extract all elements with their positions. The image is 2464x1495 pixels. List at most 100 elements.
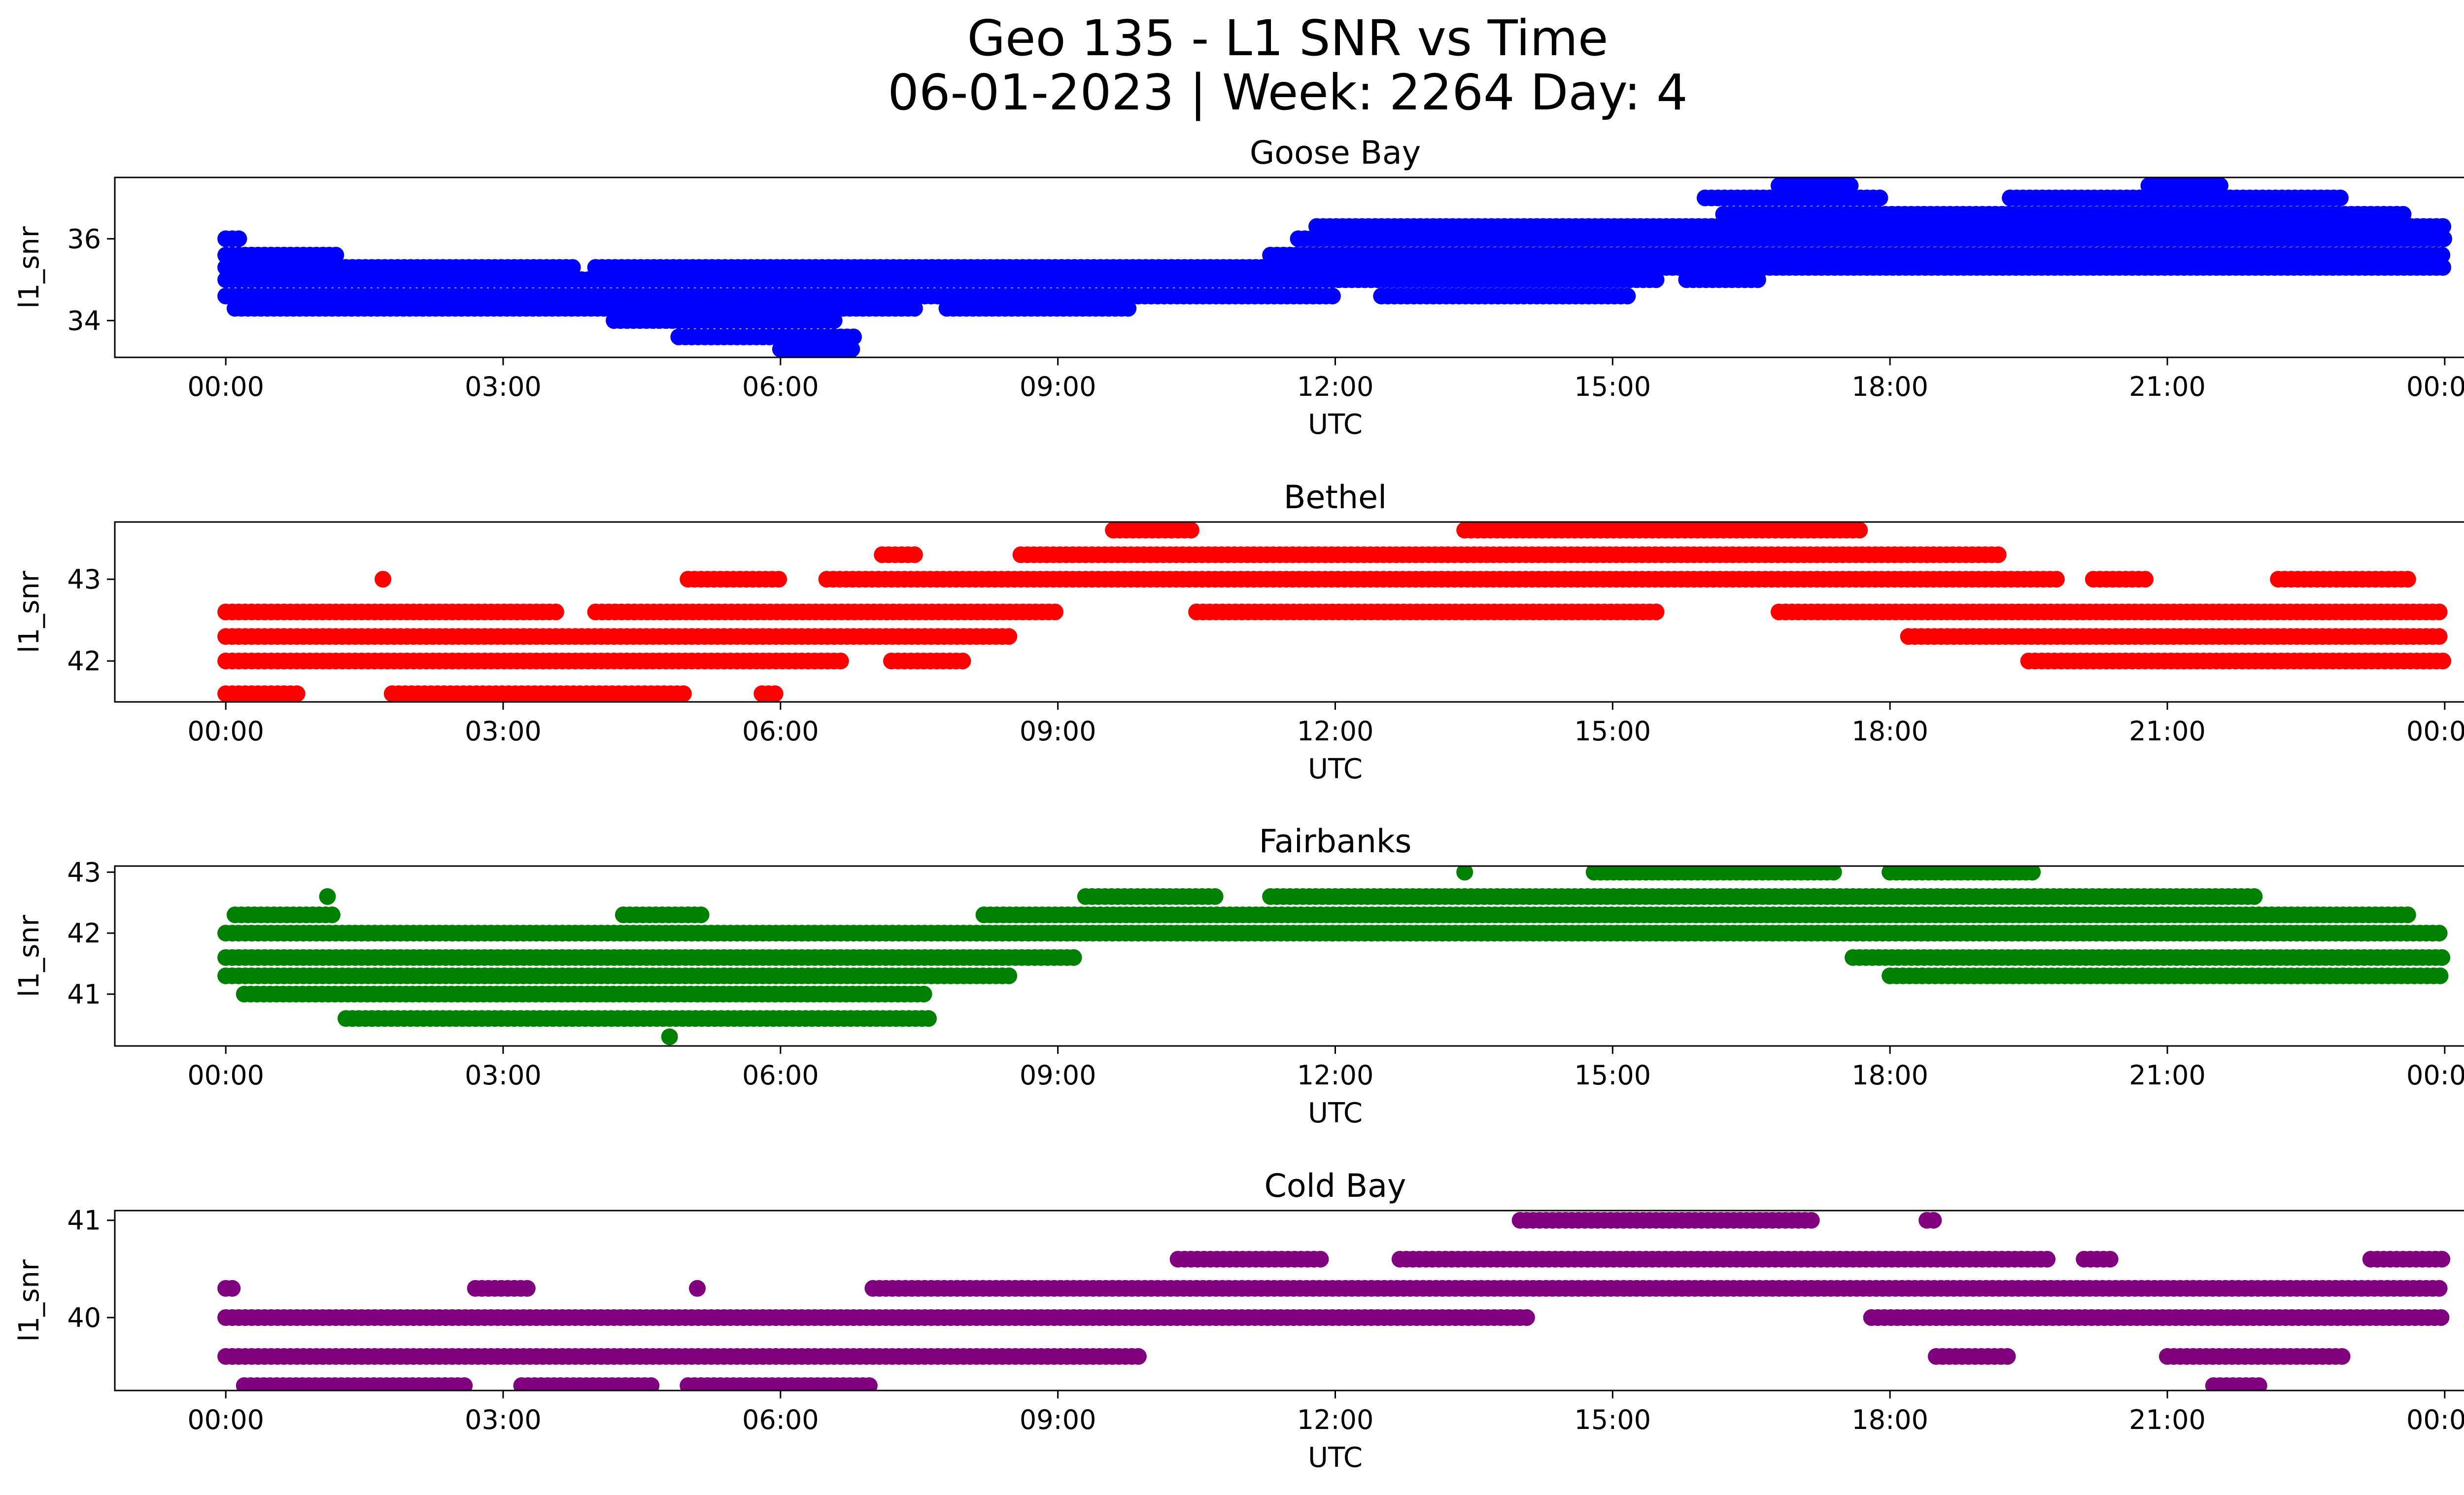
x-tick-label: 12:00 bbox=[1297, 1060, 1374, 1091]
data-point bbox=[2434, 653, 2452, 669]
chart-bethel-y-axis-label: l1_snr bbox=[13, 570, 45, 653]
x-tick-label: 03:00 bbox=[465, 1060, 542, 1091]
data-point bbox=[954, 653, 971, 669]
data-point bbox=[675, 685, 692, 702]
y-tick-label: 41 bbox=[67, 979, 101, 1010]
data-point bbox=[288, 685, 306, 702]
data-point bbox=[915, 985, 932, 1003]
data-point bbox=[920, 1010, 937, 1027]
data-point bbox=[1842, 177, 1859, 194]
data-point bbox=[2434, 259, 2452, 276]
data-point bbox=[1206, 888, 1224, 905]
data-point bbox=[2433, 246, 2451, 264]
data-point bbox=[1047, 603, 1063, 621]
data-point bbox=[2246, 888, 2263, 905]
data-point bbox=[2430, 603, 2448, 621]
x-tick-label: 09:00 bbox=[1020, 716, 1096, 747]
x-tick-label: 18:00 bbox=[1851, 371, 1928, 402]
x-tick-label: 00:00 bbox=[2406, 371, 2464, 402]
data-point bbox=[2250, 1377, 2267, 1391]
data-point bbox=[1065, 949, 1082, 966]
data-point bbox=[1324, 287, 1341, 305]
data-point bbox=[1619, 287, 1636, 305]
data-point bbox=[2395, 206, 2412, 223]
x-tick-label: 06:00 bbox=[742, 371, 819, 402]
figure-title-line1: Geo 135 - L1 SNR vs Time bbox=[967, 9, 1608, 67]
x-tick-label: 18:00 bbox=[1851, 716, 1928, 747]
figure-title-line2: 06-01-2023 | Week: 2264 Day: 4 bbox=[888, 64, 1687, 121]
x-tick-label: 15:00 bbox=[1574, 1060, 1651, 1091]
x-tick-label: 21:00 bbox=[2129, 1060, 2206, 1091]
y-tick-label: 42 bbox=[67, 918, 101, 949]
data-point bbox=[2430, 628, 2448, 645]
x-tick-label: 12:00 bbox=[1297, 371, 1374, 402]
chart-goose-bay: Goose Bay 00:00 03:00 06:00 09:00 12:00 15:00 1… bbox=[13, 135, 2464, 441]
y-tick-label: 36 bbox=[67, 223, 101, 254]
chart-fairbanks-points bbox=[217, 866, 2451, 1045]
data-point bbox=[2333, 1348, 2351, 1365]
data-point bbox=[906, 546, 923, 563]
data-point bbox=[1000, 628, 1018, 645]
data-point bbox=[547, 603, 564, 621]
data-point bbox=[770, 571, 787, 588]
chart-cold-bay-title: Cold Bay bbox=[1264, 1168, 1406, 1205]
data-point bbox=[1129, 1348, 1147, 1365]
data-point bbox=[832, 653, 849, 669]
x-tick-label: 15:00 bbox=[1574, 371, 1651, 402]
data-point bbox=[375, 571, 392, 588]
x-tick-label: 03:00 bbox=[465, 716, 542, 747]
chart-goose-bay-title: Goose Bay bbox=[1250, 135, 1421, 172]
x-tick-label: 12:00 bbox=[1297, 716, 1374, 747]
data-point bbox=[2048, 571, 2065, 588]
x-tick-label: 18:00 bbox=[1851, 1060, 1928, 1091]
data-point bbox=[2435, 230, 2452, 247]
x-tick-label: 00:00 bbox=[187, 716, 264, 747]
data-point bbox=[1647, 603, 1665, 621]
data-point bbox=[661, 1028, 678, 1045]
chart-goose-bay-x-axis-label: UTC bbox=[1308, 409, 1363, 441]
data-point bbox=[643, 1377, 660, 1391]
x-tick-label: 06:00 bbox=[742, 1060, 819, 1091]
chart-goose-bay-y-axis-label: l1_snr bbox=[13, 226, 45, 309]
x-tick-label: 00:00 bbox=[2406, 716, 2464, 747]
x-tick-label: 00:00 bbox=[187, 1060, 264, 1091]
data-point bbox=[2399, 906, 2416, 923]
data-point bbox=[1999, 1348, 2016, 1365]
chart-fairbanks-title: Fairbanks bbox=[1259, 823, 1412, 860]
data-point bbox=[1871, 189, 1888, 207]
data-point bbox=[1000, 967, 1018, 984]
x-tick-label: 00:00 bbox=[2406, 1060, 2464, 1091]
data-point bbox=[845, 328, 862, 346]
x-tick-label: 09:00 bbox=[1020, 371, 1096, 402]
y-tick-label: 43 bbox=[67, 564, 101, 595]
data-point bbox=[1825, 866, 1842, 881]
data-point bbox=[860, 1377, 878, 1391]
data-point bbox=[327, 246, 344, 264]
data-point bbox=[2024, 866, 2041, 881]
data-point bbox=[2212, 177, 2228, 194]
subplot-panels: Goose Bay 00:00 03:00 06:00 09:00 12:00 15:00 1… bbox=[13, 135, 2464, 1474]
data-point bbox=[766, 685, 784, 702]
data-point bbox=[323, 906, 341, 923]
chart-fairbanks-y-axis-label: l1_snr bbox=[13, 914, 45, 997]
data-point bbox=[1456, 866, 1473, 881]
x-tick-label: 21:00 bbox=[2129, 716, 2206, 747]
data-point bbox=[692, 906, 710, 923]
data-point bbox=[564, 259, 581, 276]
chart-bethel-points bbox=[217, 522, 2452, 702]
chart-bethel-x-axis-label: UTC bbox=[1308, 753, 1363, 785]
data-point bbox=[2430, 925, 2448, 942]
data-point bbox=[1182, 522, 1199, 539]
data-point bbox=[2331, 189, 2349, 207]
chart-fairbanks-x-axis-label: UTC bbox=[1308, 1097, 1363, 1129]
data-point bbox=[2434, 218, 2452, 235]
x-tick-label: 03:00 bbox=[465, 371, 542, 402]
data-point bbox=[1518, 1309, 1535, 1326]
x-tick-label: 15:00 bbox=[1574, 716, 1651, 747]
data-point bbox=[2399, 571, 2416, 588]
data-point bbox=[1851, 522, 1868, 539]
